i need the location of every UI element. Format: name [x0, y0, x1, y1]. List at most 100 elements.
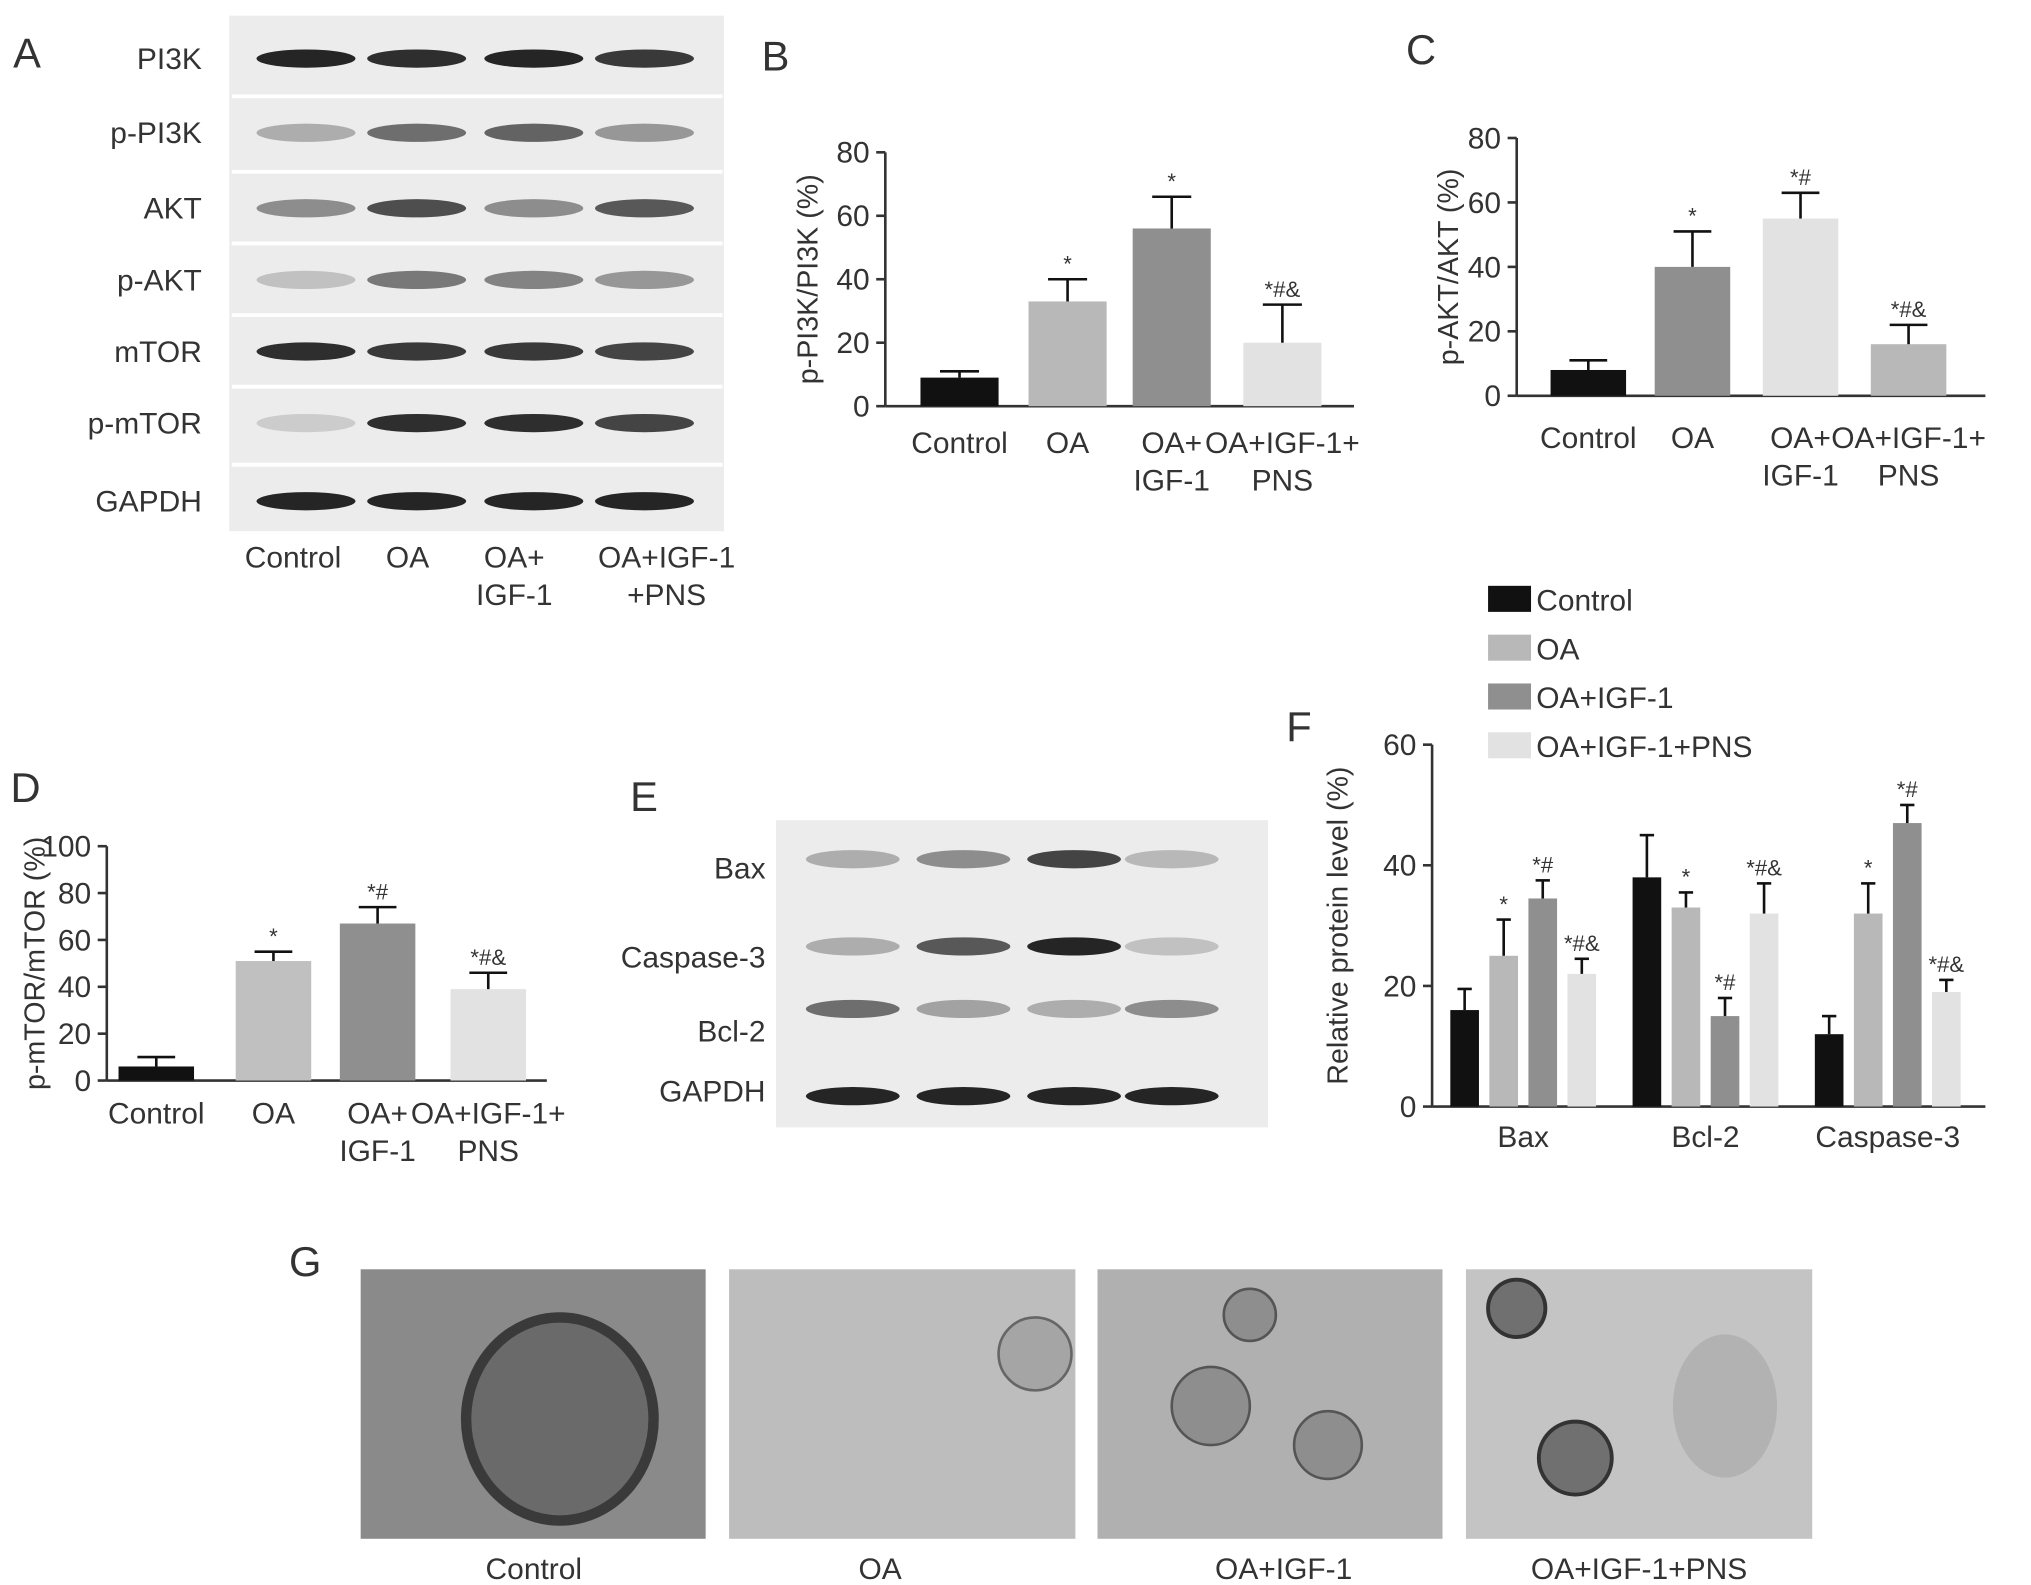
- legend-label: OA: [1536, 633, 1579, 666]
- x-tick-label: OA+IGF-1+ PNS: [1205, 427, 1360, 497]
- y-tick-label: 0: [75, 1065, 92, 1098]
- significance-label: *#&: [1564, 931, 1600, 956]
- y-tick-label: 20: [58, 1018, 91, 1051]
- vesicle: [1292, 1409, 1364, 1481]
- blot-band: [484, 413, 584, 433]
- y-tick-label: 60: [1468, 187, 1501, 220]
- blot-band: [1124, 999, 1219, 1019]
- y-tick-label: 0: [1400, 1091, 1417, 1124]
- vesicle: [1486, 1277, 1548, 1339]
- y-tick-label: 60: [1383, 729, 1416, 762]
- bar: [1749, 913, 1779, 1107]
- blot-row-label: p-AKT: [117, 264, 202, 297]
- y-tick-label: 40: [836, 264, 869, 297]
- significance-label: *#: [1715, 970, 1737, 995]
- blot-lane-label: OA: [386, 542, 429, 575]
- blot-background: [775, 820, 1269, 1128]
- blot-band: [805, 937, 900, 956]
- bar: [1132, 228, 1211, 407]
- bar: [1028, 301, 1107, 407]
- y-axis-label: p-AKT/AKT (%): [1433, 169, 1465, 366]
- blot-band: [367, 342, 467, 361]
- x-tick-label: Control: [911, 427, 1008, 460]
- y-tick-label: 0: [1484, 380, 1501, 413]
- blot-band: [484, 342, 584, 361]
- significance-label: *#&: [1746, 856, 1782, 881]
- x-tick-label: Caspase-3: [1815, 1121, 1960, 1154]
- micrograph-caption: OA+IGF-1: [1215, 1553, 1352, 1585]
- y-tick-label: 20: [836, 327, 869, 360]
- significance-label: *: [1688, 204, 1697, 229]
- panel-label: A: [13, 30, 41, 77]
- nucleus: [460, 1312, 659, 1526]
- blot-band: [595, 342, 694, 361]
- y-tick-label: 0: [853, 391, 870, 424]
- blot-band: [484, 199, 584, 218]
- bar: [1528, 898, 1558, 1107]
- bar: [339, 923, 416, 1081]
- blot-band: [595, 270, 694, 290]
- blot-band: [484, 270, 584, 290]
- x-tick-label: Control: [108, 1097, 205, 1130]
- y-tick-label: 60: [58, 924, 91, 957]
- y-axis-label: p-mTOR/mTOR (%): [19, 837, 51, 1090]
- blot-band: [1027, 999, 1121, 1019]
- x-tick-label: Bcl-2: [1671, 1121, 1739, 1154]
- legend-swatch: [1488, 732, 1532, 759]
- legend-swatch: [1488, 634, 1532, 661]
- x-tick-label: OA: [1671, 422, 1714, 455]
- y-tick-label: 100: [41, 831, 91, 864]
- y-axis-label: p-PI3K/PI3K (%): [793, 174, 825, 384]
- blot-row-label: Bcl-2: [697, 1015, 765, 1048]
- blot-band: [256, 49, 356, 68]
- blot-band: [367, 413, 467, 433]
- bar: [1932, 991, 1961, 1107]
- blot-band: [256, 492, 356, 511]
- significance-label: *: [1864, 856, 1873, 881]
- panel-label: E: [630, 773, 658, 820]
- blot-row-label: AKT: [144, 193, 202, 226]
- significance-label: *: [1499, 892, 1508, 917]
- y-tick-label: 20: [1468, 316, 1501, 349]
- blot-band: [367, 492, 467, 511]
- blot-band: [805, 999, 900, 1019]
- blot-band: [1124, 937, 1219, 956]
- bar: [1654, 266, 1731, 396]
- significance-label: *#: [367, 879, 389, 904]
- bar: [235, 961, 312, 1081]
- panel-label: C: [1406, 26, 1436, 73]
- significance-label: *#: [1897, 777, 1919, 802]
- x-tick-label: Control: [1540, 422, 1637, 455]
- significance-label: *: [1167, 169, 1176, 194]
- blot-band: [367, 49, 467, 68]
- y-tick-label: 80: [1468, 122, 1501, 155]
- blot-band: [916, 1087, 1011, 1106]
- vesicle: [997, 1316, 1073, 1392]
- bar: [1450, 1010, 1479, 1107]
- panel-label: G: [289, 1238, 321, 1285]
- bar: [1567, 973, 1597, 1107]
- blot-band: [367, 199, 467, 218]
- blot-row-label: Bax: [714, 853, 766, 886]
- panel-label: D: [10, 764, 40, 811]
- micrograph: [729, 1269, 1076, 1539]
- blot-lane-label: OA+ IGF-1: [476, 542, 553, 612]
- blot-band: [595, 199, 694, 218]
- blot-band: [256, 413, 356, 433]
- significance-label: *#&: [1891, 297, 1927, 322]
- blot-lane-label: Control: [245, 542, 342, 575]
- blot-band: [484, 492, 584, 511]
- significance-label: *#&: [1265, 277, 1301, 302]
- blot-band: [256, 342, 356, 361]
- micrograph-caption: OA+IGF-1+PNS: [1531, 1553, 1747, 1585]
- blot-row-label: GAPDH: [659, 1075, 765, 1108]
- x-tick-label: OA+IGF-1+ PNS: [1831, 422, 1986, 492]
- y-tick-label: 40: [1468, 251, 1501, 284]
- blot-band: [595, 413, 694, 433]
- blot-band: [1027, 937, 1121, 956]
- y-tick-label: 60: [836, 200, 869, 233]
- blot-band: [1027, 850, 1121, 869]
- blot-band: [367, 270, 467, 290]
- significance-label: *: [1682, 865, 1691, 890]
